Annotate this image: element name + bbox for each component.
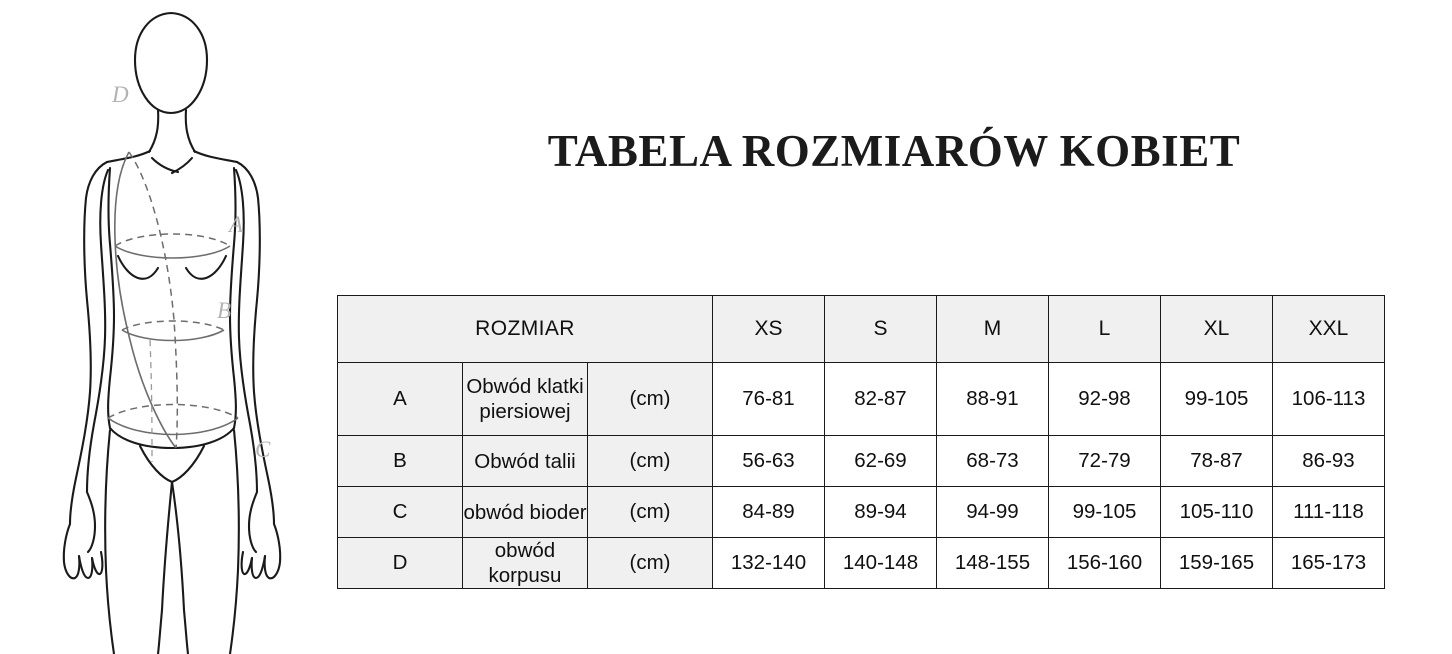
- cell-xxl: 111-118: [1272, 486, 1385, 538]
- cell-l: 156-160: [1048, 537, 1161, 589]
- row-description: obwód korpusu: [462, 537, 588, 589]
- cell-xs: 76-81: [712, 362, 825, 436]
- row-unit: (cm): [587, 537, 713, 589]
- header-size-xs: XS: [712, 295, 825, 363]
- table-row: A Obwód klatki piersiowej (cm) 76-81 82-…: [337, 362, 1385, 436]
- row-description: Obwód talii: [462, 435, 588, 487]
- cell-xl: 159-165: [1160, 537, 1273, 589]
- size-table: ROZMIAR XS S M L XL XXL A Obwód klatki p…: [337, 295, 1385, 589]
- figure-label-a: A: [227, 212, 244, 237]
- header-size-xxl: XXL: [1272, 295, 1385, 363]
- row-unit: (cm): [587, 486, 713, 538]
- cell-s: 82-87: [824, 362, 937, 436]
- female-body-measurement-diagram: D A B C: [62, 11, 282, 654]
- table-header-row: ROZMIAR XS S M L XL XXL: [337, 295, 1385, 363]
- row-unit: (cm): [587, 362, 713, 436]
- cell-xs: 84-89: [712, 486, 825, 538]
- figure-label-d: D: [111, 82, 129, 107]
- cell-xxl: 106-113: [1272, 362, 1385, 436]
- page-title: TABELA ROZMIARÓW KOBIET: [547, 126, 1241, 176]
- table-row: C obwód bioder (cm) 84-89 89-94 94-99 99…: [337, 486, 1385, 538]
- row-description: obwód bioder: [462, 486, 588, 538]
- cell-xl: 78-87: [1160, 435, 1273, 487]
- cell-l: 92-98: [1048, 362, 1161, 436]
- header-rozmiar: ROZMIAR: [337, 295, 713, 363]
- cell-l: 72-79: [1048, 435, 1161, 487]
- cell-m: 68-73: [936, 435, 1049, 487]
- table-row: D obwód korpusu (cm) 132-140 140-148 148…: [337, 537, 1385, 589]
- row-letter: B: [337, 435, 463, 487]
- row-letter: D: [337, 537, 463, 589]
- header-size-xl: XL: [1160, 295, 1273, 363]
- row-letter: C: [337, 486, 463, 538]
- figure-label-c: C: [255, 437, 271, 462]
- header-size-m: M: [936, 295, 1049, 363]
- cell-s: 140-148: [824, 537, 937, 589]
- cell-m: 148-155: [936, 537, 1049, 589]
- header-size-l: L: [1048, 295, 1161, 363]
- cell-xl: 99-105: [1160, 362, 1273, 436]
- table-row: B Obwód talii (cm) 56-63 62-69 68-73 72-…: [337, 435, 1385, 487]
- size-table-container: ROZMIAR XS S M L XL XXL A Obwód klatki p…: [337, 295, 1385, 589]
- row-unit: (cm): [587, 435, 713, 487]
- cell-xl: 105-110: [1160, 486, 1273, 538]
- figure-label-b: B: [217, 298, 231, 323]
- cell-xxl: 165-173: [1272, 537, 1385, 589]
- body-figure-panel: D A B C: [0, 0, 336, 654]
- cell-xxl: 86-93: [1272, 435, 1385, 487]
- row-letter: A: [337, 362, 463, 436]
- cell-s: 62-69: [824, 435, 937, 487]
- cell-m: 94-99: [936, 486, 1049, 538]
- header-size-s: S: [824, 295, 937, 363]
- cell-xs: 56-63: [712, 435, 825, 487]
- cell-m: 88-91: [936, 362, 1049, 436]
- cell-l: 99-105: [1048, 486, 1161, 538]
- cell-xs: 132-140: [712, 537, 825, 589]
- row-description: Obwód klatki piersiowej: [462, 362, 588, 436]
- cell-s: 89-94: [824, 486, 937, 538]
